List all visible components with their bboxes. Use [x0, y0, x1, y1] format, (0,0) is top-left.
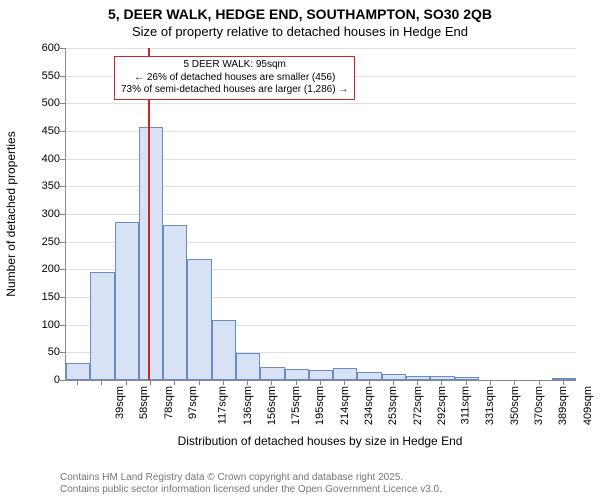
x-axis-label: Distribution of detached houses by size …: [65, 434, 575, 448]
histogram-bar: [212, 320, 236, 380]
x-tick-mark: [490, 380, 491, 385]
x-tick-mark: [563, 380, 564, 385]
y-tick-label: 450: [24, 125, 60, 137]
x-tick-label: 234sqm: [363, 386, 375, 425]
y-tick-label: 550: [24, 70, 60, 82]
y-axis-label: Number of detached properties: [4, 49, 18, 214]
histogram-bar: [309, 370, 333, 380]
x-tick-label: 311sqm: [459, 386, 471, 424]
x-tick-mark: [344, 380, 345, 385]
x-tick-mark: [126, 380, 127, 385]
histogram-bar: [357, 372, 381, 380]
x-tick-label: 175sqm: [290, 386, 302, 425]
histogram-bar: [430, 376, 454, 380]
y-tick-label: 600: [24, 42, 60, 54]
x-tick-label: 195sqm: [315, 386, 327, 425]
x-tick-mark: [514, 380, 515, 385]
footer-line-1: Contains HM Land Registry data © Crown c…: [60, 472, 442, 484]
x-tick-label: 350sqm: [509, 386, 521, 425]
y-tick-label: 300: [24, 208, 60, 220]
x-tick-mark: [101, 380, 102, 385]
x-tick-label: 370sqm: [533, 386, 545, 425]
x-tick-label: 78sqm: [163, 386, 175, 419]
x-tick-label: 156sqm: [266, 386, 278, 425]
y-tick-label: 50: [24, 346, 60, 358]
x-tick-mark: [320, 380, 321, 385]
x-tick-label: 39sqm: [114, 386, 126, 419]
x-tick-label: 136sqm: [242, 386, 254, 425]
chart-title-sub: Size of property relative to detached ho…: [0, 24, 600, 39]
x-tick-mark: [441, 380, 442, 385]
x-tick-mark: [369, 380, 370, 385]
y-tick-label: 250: [24, 236, 60, 248]
x-tick-mark: [77, 380, 78, 385]
x-tick-mark: [417, 380, 418, 385]
histogram-bar: [552, 378, 576, 380]
x-tick-mark: [393, 380, 394, 385]
chart-footer: Contains HM Land Registry data © Crown c…: [60, 472, 442, 496]
x-tick-label: 117sqm: [217, 386, 229, 424]
histogram-bar: [455, 377, 479, 380]
y-tick-label: 100: [24, 319, 60, 331]
chart-title-main: 5, DEER WALK, HEDGE END, SOUTHAMPTON, SO…: [0, 6, 600, 22]
x-tick-label: 97sqm: [187, 386, 199, 419]
gridline: [66, 48, 576, 49]
y-tick-label: 500: [24, 97, 60, 109]
x-tick-mark: [199, 380, 200, 385]
x-tick-mark: [174, 380, 175, 385]
histogram-bar: [115, 222, 139, 380]
x-tick-label: 214sqm: [339, 386, 351, 425]
histogram-bar: [382, 374, 406, 380]
x-tick-mark: [150, 380, 151, 385]
footer-line-2: Contains public sector information licen…: [60, 484, 442, 496]
x-tick-label: 389sqm: [557, 386, 569, 425]
y-tick-label: 200: [24, 263, 60, 275]
callout-line: 73% of semi-detached houses are larger (…: [121, 84, 348, 97]
plot-area: 5 DEER WALK: 95sqm← 26% of detached hous…: [65, 48, 576, 381]
histogram-bar: [236, 353, 260, 380]
histogram-bar: [406, 376, 430, 380]
histogram-bar: [163, 225, 187, 380]
x-tick-label: 253sqm: [387, 386, 399, 425]
x-tick-label: 292sqm: [436, 386, 448, 425]
y-tick-label: 0: [24, 374, 60, 386]
histogram-bar: [90, 272, 114, 380]
x-tick-mark: [271, 380, 272, 385]
histogram-bar: [66, 363, 90, 380]
x-tick-mark: [466, 380, 467, 385]
chart-container: 5, DEER WALK, HEDGE END, SOUTHAMPTON, SO…: [0, 0, 600, 500]
callout-box: 5 DEER WALK: 95sqm← 26% of detached hous…: [114, 56, 355, 100]
x-tick-mark: [247, 380, 248, 385]
x-tick-mark: [223, 380, 224, 385]
x-tick-mark: [296, 380, 297, 385]
x-tick-label: 409sqm: [582, 386, 594, 425]
gridline: [66, 103, 576, 104]
y-tick-label: 350: [24, 180, 60, 192]
x-tick-mark: [539, 380, 540, 385]
histogram-bar: [285, 369, 309, 380]
histogram-bar: [139, 127, 163, 380]
histogram-bar: [260, 367, 284, 380]
y-tick-label: 400: [24, 153, 60, 165]
histogram-bar: [333, 368, 357, 380]
callout-line: ← 26% of detached houses are smaller (45…: [121, 72, 348, 85]
histogram-bar: [187, 259, 211, 380]
x-tick-label: 272sqm: [412, 386, 424, 425]
x-tick-label: 331sqm: [485, 386, 497, 425]
callout-line: 5 DEER WALK: 95sqm: [121, 59, 348, 72]
y-tick-label: 150: [24, 291, 60, 303]
x-tick-label: 58sqm: [138, 386, 150, 419]
